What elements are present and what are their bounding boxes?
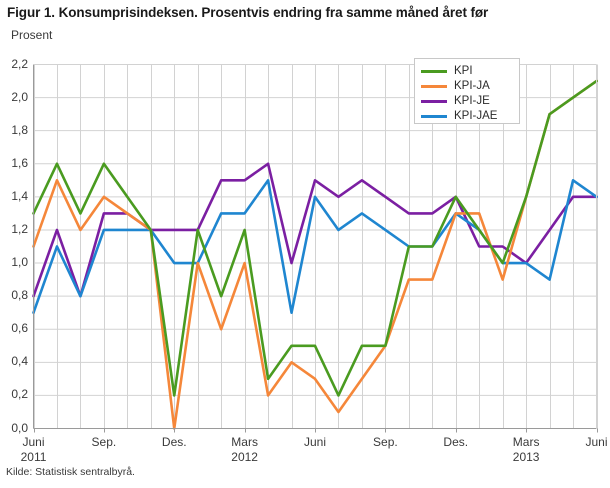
- source-note: Kilde: Statistisk sentralbyrå.: [6, 466, 135, 478]
- x-tick-label: Mars 2012: [215, 435, 275, 464]
- y-tick-label: 1,4: [11, 188, 28, 203]
- x-tick-month: Sep.: [373, 434, 398, 449]
- y-tick-label: 2,2: [11, 56, 28, 71]
- y-tick-label: 0,8: [11, 288, 28, 303]
- x-tick-year: 2011: [20, 449, 47, 464]
- x-tick-label: Juni 2011: [4, 435, 64, 464]
- x-tick-month: Juni: [585, 434, 608, 449]
- data-series-layer: [32, 79, 598, 430]
- x-tick-label: Juni: [567, 435, 610, 449]
- series-line-kpi-ja: [32, 79, 598, 430]
- x-tick-label: Des.: [426, 435, 486, 449]
- x-tick-label: Sep.: [355, 435, 415, 449]
- legend-color-swatch: [421, 69, 447, 73]
- legend-item-label: KPI-JE: [454, 94, 490, 107]
- y-tick-label: 2,0: [11, 89, 28, 104]
- y-tick-label: 1,2: [11, 221, 28, 236]
- y-tick-label: 0,4: [11, 354, 28, 369]
- legend-item-label: KPI-JAE: [454, 109, 498, 122]
- legend-item-kpi-ja[interactable]: KPI-JA: [421, 79, 513, 94]
- x-tick-month: Mars: [512, 434, 540, 449]
- page-title: Figur 1. Konsumprisindeksen. Prosentvis …: [7, 5, 489, 20]
- y-tick-label: 0,0: [11, 420, 28, 435]
- legend-color-swatch: [421, 99, 447, 103]
- x-tick-month: Sep.: [91, 434, 117, 449]
- y-tick-label: 1,0: [11, 255, 28, 270]
- x-tick-label: Mars 2013: [496, 435, 556, 464]
- grid-lines: [33, 64, 598, 429]
- legend-item-kpi-je[interactable]: KPI-JE: [421, 94, 513, 109]
- x-tick-year: 2012: [231, 449, 258, 464]
- legend-item-kpi-jae[interactable]: KPI-JAE: [421, 109, 513, 124]
- chart-legend: KPI KPI-JA KPI-JE KPI-JAE: [414, 58, 520, 124]
- legend-color-swatch: [421, 114, 447, 118]
- y-tick-label: 0,6: [11, 321, 28, 336]
- x-tick-month: Des.: [161, 434, 187, 449]
- x-tick-label: Des.: [144, 435, 204, 449]
- legend-item-kpi[interactable]: KPI: [421, 64, 513, 79]
- y-axis-unit-label: Prosent: [11, 28, 53, 42]
- series-line-kpi: [32, 79, 598, 397]
- x-tick-year: 2013: [512, 449, 540, 464]
- y-tick-label: 1,6: [11, 155, 28, 170]
- x-tick-label: Sep.: [74, 435, 134, 449]
- y-tick-label: 0,2: [11, 387, 28, 402]
- legend-item-label: KPI: [454, 64, 473, 77]
- x-tick-month: Juni: [303, 434, 326, 449]
- axis-frame: [33, 64, 598, 433]
- x-tick-month: Mars: [231, 434, 258, 449]
- x-tick-month: Des.: [443, 434, 469, 449]
- x-tick-label: Juni: [285, 435, 345, 449]
- x-tick-month: Juni: [22, 434, 45, 449]
- y-tick-label: 1,8: [11, 122, 28, 137]
- legend-item-label: KPI-JA: [454, 79, 490, 92]
- legend-color-swatch: [421, 84, 447, 88]
